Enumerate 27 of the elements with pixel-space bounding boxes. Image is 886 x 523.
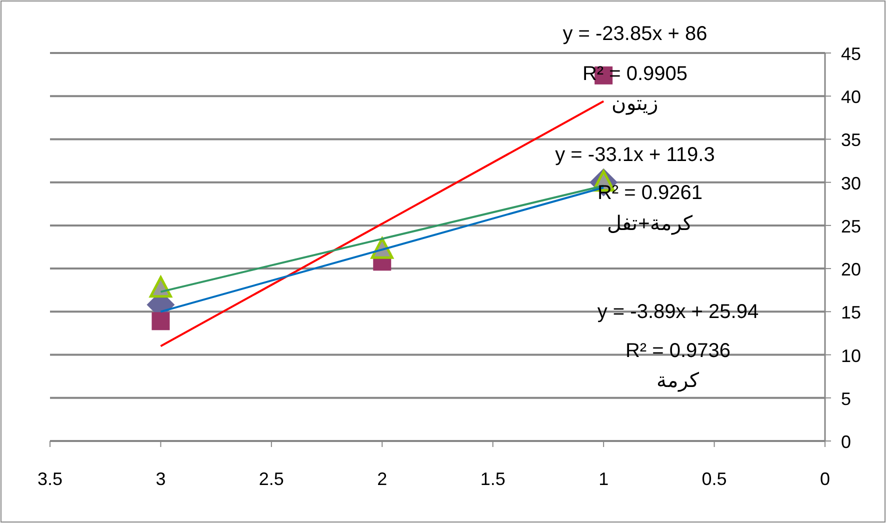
y-tick-label: 40	[841, 87, 862, 108]
y-tick-label: 5	[841, 388, 852, 409]
y-tick-label: 35	[841, 130, 862, 150]
annotation: y = -33.1x + 119.3	[555, 144, 715, 166]
x-tick-label: 2.5	[258, 469, 284, 489]
y-tick-label: 45	[841, 44, 862, 64]
annotation: كرمة+تفل	[607, 213, 693, 235]
x-tick-label: 3	[156, 469, 166, 489]
x-tick-label: 1	[598, 469, 609, 489]
annotation: R² = 0.9736	[625, 340, 731, 362]
annotation: زيتون	[612, 93, 658, 115]
y-tick-label: 20	[841, 260, 862, 280]
annotation: كرمة	[656, 370, 700, 392]
text: y = -23.85x + 86	[562, 23, 708, 45]
y-tick-label: 15	[841, 302, 862, 323]
x-tick-label: 0.5	[702, 469, 727, 489]
x-tick-label: 1.5	[480, 469, 506, 489]
point	[149, 276, 172, 298]
y-tick-label: 10	[841, 346, 862, 366]
x-tick-label: 3.5	[37, 469, 63, 489]
x-tick-label: 2	[377, 469, 388, 489]
y-tick-label: 30	[841, 173, 862, 194]
y-tick-label: 0	[841, 432, 852, 452]
annotation: y = -3.89x + 25.94	[597, 301, 759, 323]
x-tick-label: 0	[820, 469, 830, 489]
y-tick-label: 25	[841, 216, 862, 236]
point	[152, 312, 170, 330]
